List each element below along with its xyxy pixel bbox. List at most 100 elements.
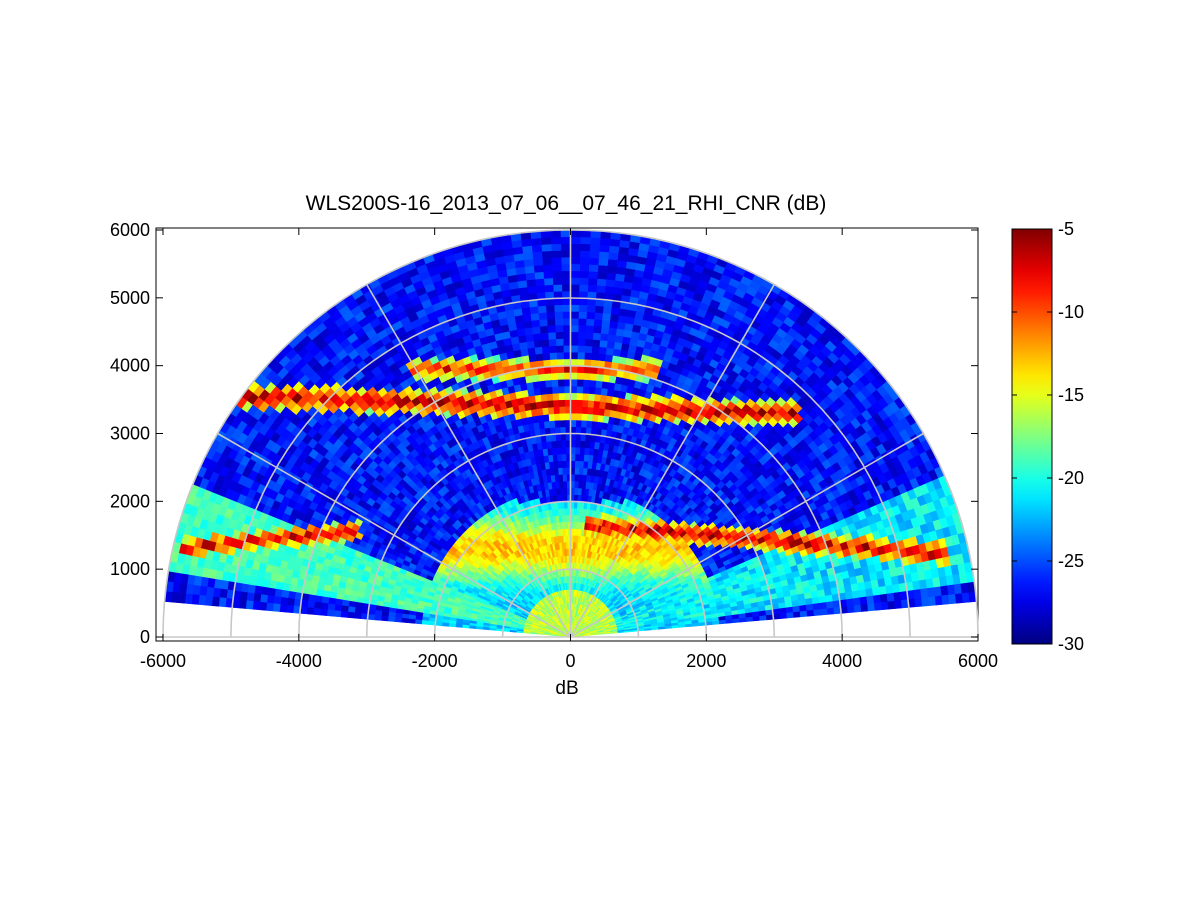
heatmap-cell <box>541 243 552 252</box>
heatmap-cell <box>602 374 610 383</box>
heatmap-cell <box>562 473 567 482</box>
heatmap-cell <box>604 285 615 294</box>
heatmap-cell <box>588 257 599 266</box>
heatmap-cell <box>871 586 881 596</box>
heatmap-cell <box>577 480 583 489</box>
heatmap-cell <box>570 331 579 339</box>
heatmap-cell <box>578 277 589 285</box>
heatmap-cell <box>575 433 581 441</box>
heatmap-cell <box>531 244 543 253</box>
heatmap-cell <box>593 393 601 402</box>
heatmap-cell <box>819 607 828 616</box>
heatmap-cell <box>556 453 563 462</box>
heatmap-cell <box>542 257 553 266</box>
heatmap-cell <box>544 372 552 381</box>
heatmap-cell <box>548 420 556 428</box>
heatmap-cell <box>600 387 608 396</box>
heatmap-cell <box>813 608 822 616</box>
heatmap-cell <box>551 250 562 258</box>
heatmap-cell <box>582 467 588 476</box>
heatmap-cell <box>601 380 609 390</box>
heatmap-cell <box>548 345 557 354</box>
heatmap-cell <box>858 588 867 598</box>
heatmap-cell <box>570 378 578 387</box>
heatmap-cell <box>575 426 582 434</box>
heatmap-cell <box>555 440 562 448</box>
heatmap-cell <box>570 290 580 299</box>
heatmap-cell <box>585 318 595 327</box>
heatmap-cell <box>591 420 598 429</box>
heatmap-cell <box>583 358 592 367</box>
heatmap-cell <box>557 379 565 387</box>
heatmap-cell <box>852 596 861 606</box>
heatmap-cell <box>527 347 536 356</box>
heatmap-cell <box>570 270 580 278</box>
heatmap-cell <box>825 600 834 609</box>
heatmap-cell <box>605 272 616 281</box>
heatmap-cell <box>597 414 604 423</box>
heatmap-cell <box>577 351 585 360</box>
heatmap-cell <box>535 353 544 362</box>
heatmap-cell <box>555 331 564 340</box>
heatmap-cell <box>589 243 600 252</box>
heatmap-cell <box>583 447 590 455</box>
heatmap-cell <box>592 407 600 416</box>
heatmap-cell <box>564 399 571 407</box>
heatmap-cell <box>551 386 559 394</box>
heatmap-cell <box>538 380 546 389</box>
heatmap-cell <box>894 599 903 609</box>
heatmap-cell <box>583 372 591 381</box>
heatmap-cell <box>859 596 868 605</box>
heatmap-cell <box>525 272 536 281</box>
heatmap-cell <box>560 250 571 258</box>
heatmap-cell <box>589 372 597 381</box>
heatmap-cell <box>573 507 578 516</box>
heatmap-cell <box>562 304 571 312</box>
heatmap-cell <box>886 592 895 602</box>
heatmap-cell <box>574 473 579 482</box>
heatmap-cell <box>570 256 581 265</box>
heatmap-cell <box>561 263 571 272</box>
heatmap-cell <box>542 264 553 272</box>
heatmap-cell <box>599 339 608 348</box>
heatmap-cell <box>553 406 560 415</box>
heatmap-cell <box>581 399 589 408</box>
heatmap-cells <box>164 229 977 638</box>
heatmap-cell <box>578 460 584 469</box>
heatmap-cell <box>588 270 598 279</box>
heatmap-cell <box>586 406 594 415</box>
heatmap-cell <box>570 365 578 373</box>
heatmap-cell <box>526 340 535 349</box>
heatmap-cell <box>574 467 580 475</box>
heatmap-cell <box>547 406 555 415</box>
heatmap-cell <box>579 263 590 272</box>
heatmap-cell <box>570 263 580 272</box>
heatmap-cell <box>573 514 577 523</box>
heatmap-cell <box>605 347 614 356</box>
heatmap-cell <box>799 610 808 618</box>
heatmap-cell <box>866 595 875 604</box>
heatmap-cell <box>562 317 571 326</box>
heatmap-cell <box>552 399 560 408</box>
heatmap-cell <box>576 358 585 367</box>
heatmap-cell <box>609 238 621 247</box>
heatmap-cell <box>598 346 607 355</box>
heatmap-cell <box>845 590 854 600</box>
heatmap-cell <box>544 284 554 293</box>
heatmap-cell <box>576 392 583 401</box>
heatmap-cell <box>554 419 561 428</box>
heatmap-cell <box>564 406 571 414</box>
heatmap-cell <box>576 372 584 380</box>
heatmap-cell <box>560 256 571 265</box>
heatmap-cell <box>585 325 594 333</box>
heatmap-cell <box>846 597 855 607</box>
heatmap-cell <box>556 358 565 367</box>
heatmap-cell <box>554 311 563 319</box>
heatmap-cell <box>558 399 566 407</box>
heatmap-cell <box>577 345 586 353</box>
heatmap-cell <box>560 440 567 448</box>
heatmap-cell <box>586 413 593 422</box>
heatmap-cell <box>552 392 559 401</box>
heatmap-cell <box>880 601 889 611</box>
heatmap-cell <box>948 593 957 605</box>
